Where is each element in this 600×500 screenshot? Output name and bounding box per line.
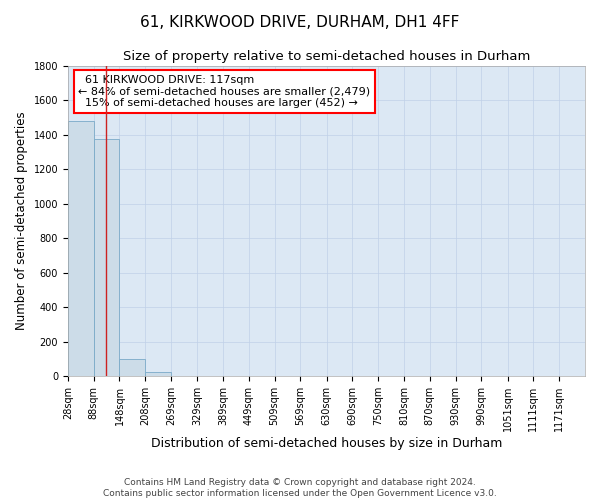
Bar xyxy=(119,359,145,376)
Bar xyxy=(68,121,94,376)
Y-axis label: Number of semi-detached properties: Number of semi-detached properties xyxy=(15,112,28,330)
Bar xyxy=(94,139,119,376)
Text: 61 KIRKWOOD DRIVE: 117sqm
← 84% of semi-detached houses are smaller (2,479)
  15: 61 KIRKWOOD DRIVE: 117sqm ← 84% of semi-… xyxy=(78,75,370,108)
Bar xyxy=(145,372,172,376)
X-axis label: Distribution of semi-detached houses by size in Durham: Distribution of semi-detached houses by … xyxy=(151,437,502,450)
Title: Size of property relative to semi-detached houses in Durham: Size of property relative to semi-detach… xyxy=(123,50,530,63)
Text: Contains HM Land Registry data © Crown copyright and database right 2024.
Contai: Contains HM Land Registry data © Crown c… xyxy=(103,478,497,498)
Text: 61, KIRKWOOD DRIVE, DURHAM, DH1 4FF: 61, KIRKWOOD DRIVE, DURHAM, DH1 4FF xyxy=(140,15,460,30)
